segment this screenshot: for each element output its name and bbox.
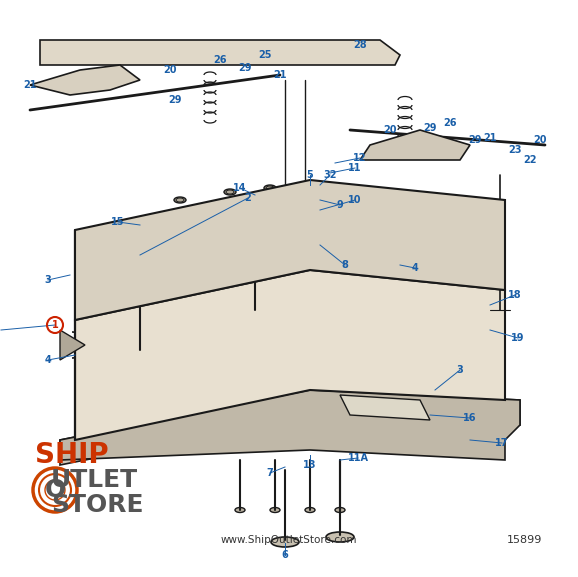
Polygon shape xyxy=(75,270,505,440)
Text: 7: 7 xyxy=(266,468,273,478)
Text: 6: 6 xyxy=(281,550,288,560)
Ellipse shape xyxy=(174,197,186,203)
Text: STORE: STORE xyxy=(51,493,143,517)
Ellipse shape xyxy=(481,301,499,309)
Ellipse shape xyxy=(264,185,276,191)
Polygon shape xyxy=(340,395,430,420)
Text: 10: 10 xyxy=(349,195,362,205)
Text: 5: 5 xyxy=(306,170,313,180)
Ellipse shape xyxy=(224,189,236,195)
Text: 3: 3 xyxy=(457,365,464,375)
Ellipse shape xyxy=(481,380,499,389)
Text: 23: 23 xyxy=(508,145,522,155)
Ellipse shape xyxy=(309,242,351,262)
Ellipse shape xyxy=(374,192,386,198)
Ellipse shape xyxy=(138,264,183,286)
Polygon shape xyxy=(30,65,140,95)
Text: SHIP: SHIP xyxy=(35,441,109,469)
Text: 26: 26 xyxy=(213,55,227,65)
Ellipse shape xyxy=(335,508,345,512)
Ellipse shape xyxy=(223,252,268,272)
Text: 17: 17 xyxy=(495,438,509,448)
Ellipse shape xyxy=(270,508,280,512)
Text: 20: 20 xyxy=(163,65,177,75)
Text: 29: 29 xyxy=(423,123,437,133)
Text: 15: 15 xyxy=(111,217,125,227)
Text: 19: 19 xyxy=(512,333,525,343)
Text: 21: 21 xyxy=(483,133,497,143)
Text: 11: 11 xyxy=(349,163,362,173)
Text: 2: 2 xyxy=(244,193,251,203)
Text: O: O xyxy=(45,478,66,502)
Ellipse shape xyxy=(146,53,154,57)
Text: 21: 21 xyxy=(23,80,37,90)
Polygon shape xyxy=(360,130,470,160)
Ellipse shape xyxy=(56,53,64,57)
Text: 22: 22 xyxy=(523,155,537,165)
Ellipse shape xyxy=(326,53,334,57)
Text: 28: 28 xyxy=(353,40,367,50)
Text: 18: 18 xyxy=(508,290,522,300)
Polygon shape xyxy=(60,330,85,360)
Text: 14: 14 xyxy=(234,183,247,193)
Ellipse shape xyxy=(86,290,104,299)
Text: 20: 20 xyxy=(533,135,547,145)
Text: 3: 3 xyxy=(45,275,51,285)
Text: 13: 13 xyxy=(303,460,317,470)
Text: 9: 9 xyxy=(336,200,343,210)
Ellipse shape xyxy=(305,508,315,512)
Text: www.ShipOutletStore.com: www.ShipOutletStore.com xyxy=(221,535,357,545)
Text: 29: 29 xyxy=(168,95,181,105)
Text: 32: 32 xyxy=(323,170,337,180)
Text: 11A: 11A xyxy=(347,453,369,463)
Ellipse shape xyxy=(215,248,275,276)
Text: 12: 12 xyxy=(353,153,367,163)
Text: 15899: 15899 xyxy=(507,535,543,545)
Ellipse shape xyxy=(271,537,299,547)
Text: 29: 29 xyxy=(238,63,252,73)
Polygon shape xyxy=(60,390,520,465)
Circle shape xyxy=(33,468,77,512)
Text: UTLET: UTLET xyxy=(51,468,138,492)
Text: 21: 21 xyxy=(273,70,287,80)
Polygon shape xyxy=(40,40,400,65)
Text: 26: 26 xyxy=(443,118,457,128)
Text: 4: 4 xyxy=(412,263,418,273)
Polygon shape xyxy=(60,390,520,460)
Text: 29: 29 xyxy=(468,135,481,145)
Ellipse shape xyxy=(326,532,354,542)
Text: 8: 8 xyxy=(342,260,349,270)
Text: 25: 25 xyxy=(258,50,272,60)
Polygon shape xyxy=(75,180,505,320)
Text: 20: 20 xyxy=(383,125,397,135)
Text: 1: 1 xyxy=(51,320,58,330)
Text: 4: 4 xyxy=(45,355,51,365)
Ellipse shape xyxy=(236,53,244,57)
Ellipse shape xyxy=(302,239,358,265)
Ellipse shape xyxy=(86,380,104,389)
Ellipse shape xyxy=(235,508,245,512)
Text: 16: 16 xyxy=(463,413,477,423)
Ellipse shape xyxy=(130,261,190,289)
